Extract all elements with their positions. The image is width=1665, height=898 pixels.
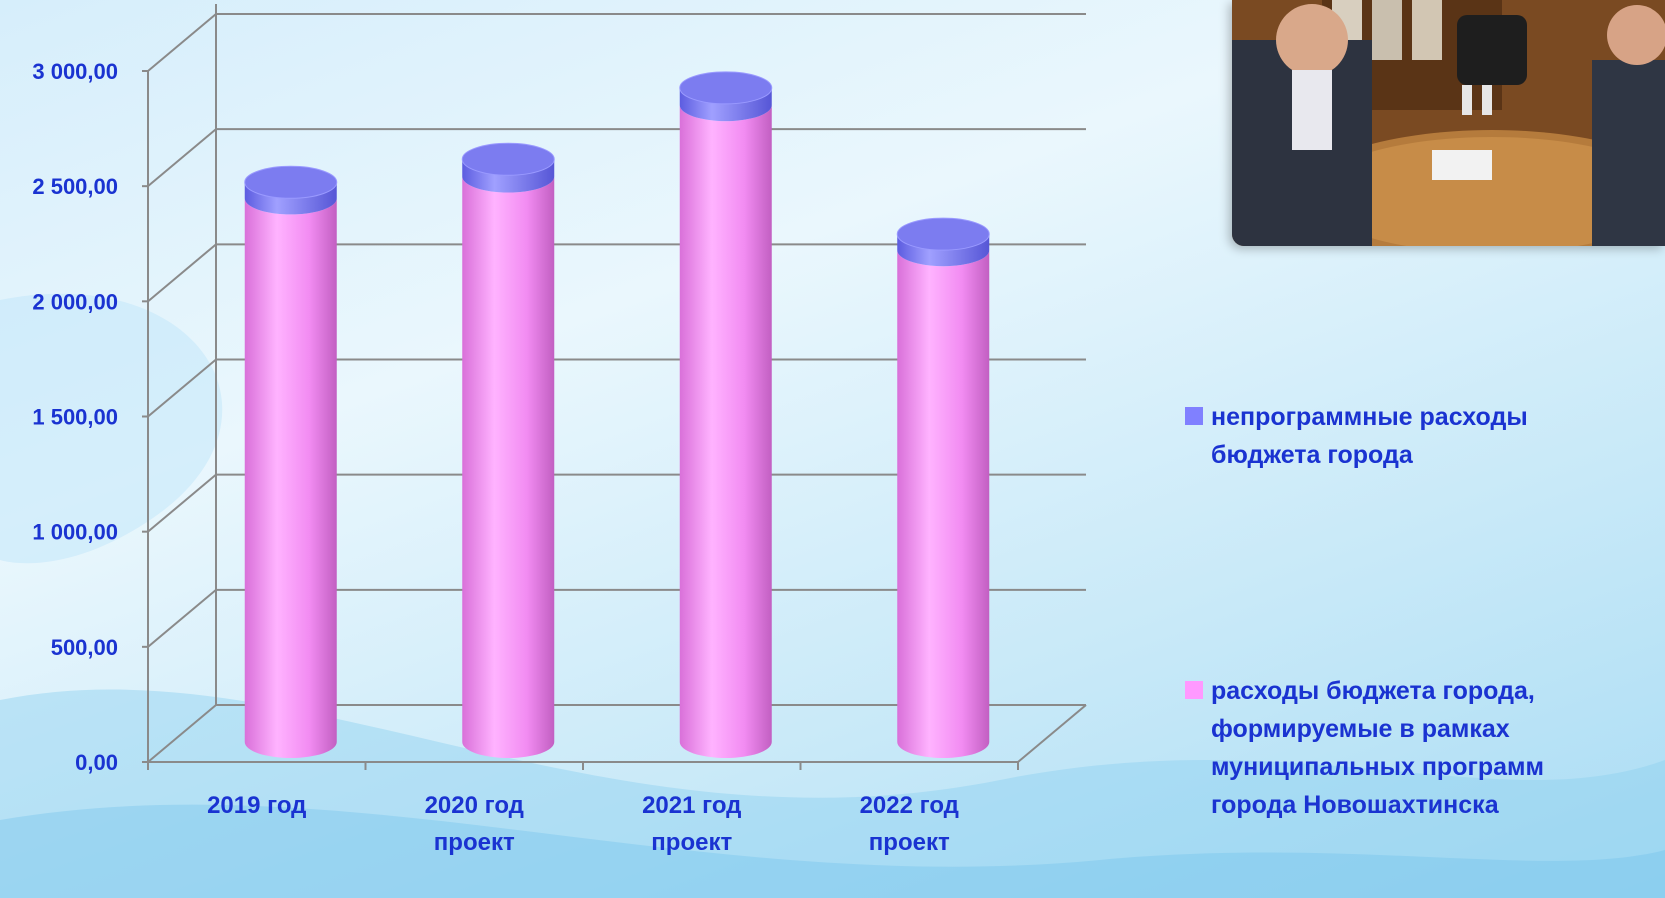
x-category-label: проект [651,829,732,856]
y-tick-label: 2 500,00 [32,174,118,199]
bar-program [679,105,772,758]
gridline-side [147,243,217,303]
bar-top-cap [896,217,990,251]
meeting-photo-icon [1232,0,1665,246]
bar-top-cap [679,71,773,105]
y-tick-label: 1 000,00 [32,520,118,545]
legend-label-nonprogram: непрограммные расходы бюджета города [1211,398,1651,474]
meeting-photo [1232,0,1665,246]
y-tick-label: 1 500,00 [32,405,118,430]
gridline-side [147,13,217,72]
x-category-label: 2022 год [860,792,959,819]
legend-label-line: бюджета города [1211,441,1413,469]
x-category-label: 2019 год [207,792,306,819]
bar-group [461,142,555,758]
floor-edge [1017,704,1087,763]
legend-swatch-nonprogram [1185,407,1203,425]
legend-label-line: формируемые в рамках [1211,715,1510,743]
x-category-label: 2021 год [642,792,741,819]
y-tick-label: 3 000,00 [32,59,118,84]
bar-top-cap [244,165,338,199]
legend-label-line: непрограммные расходы [1211,403,1528,431]
legend-label-program: расходы бюджета города, формируемые в ра… [1211,672,1651,824]
bar-group [896,217,990,758]
x-category-label: проект [869,829,950,856]
x-category-label: 2020 год [425,792,524,819]
y-tick-label: 500,00 [51,635,118,660]
bar-program [244,198,337,758]
legend-label-line: расходы бюджета города, [1211,677,1535,705]
gridline-side [147,358,217,418]
gridline-side [147,473,217,533]
bar-top-cap [461,142,555,176]
bar-program [897,250,990,758]
legend-label-line: муниципальных программ [1211,753,1545,781]
gridline-side [147,589,217,648]
bar-group [244,165,338,758]
bar-program [462,176,555,758]
y-tick-label: 0,00 [75,750,118,775]
gridline-side [147,704,217,763]
x-category-label: проект [434,829,515,856]
legend-swatch-program [1185,681,1203,699]
legend-label-line: города Новошахтинска [1211,791,1499,819]
y-tick-label: 2 000,00 [32,289,118,314]
bar-group [679,71,773,758]
gridline-side [147,128,217,187]
